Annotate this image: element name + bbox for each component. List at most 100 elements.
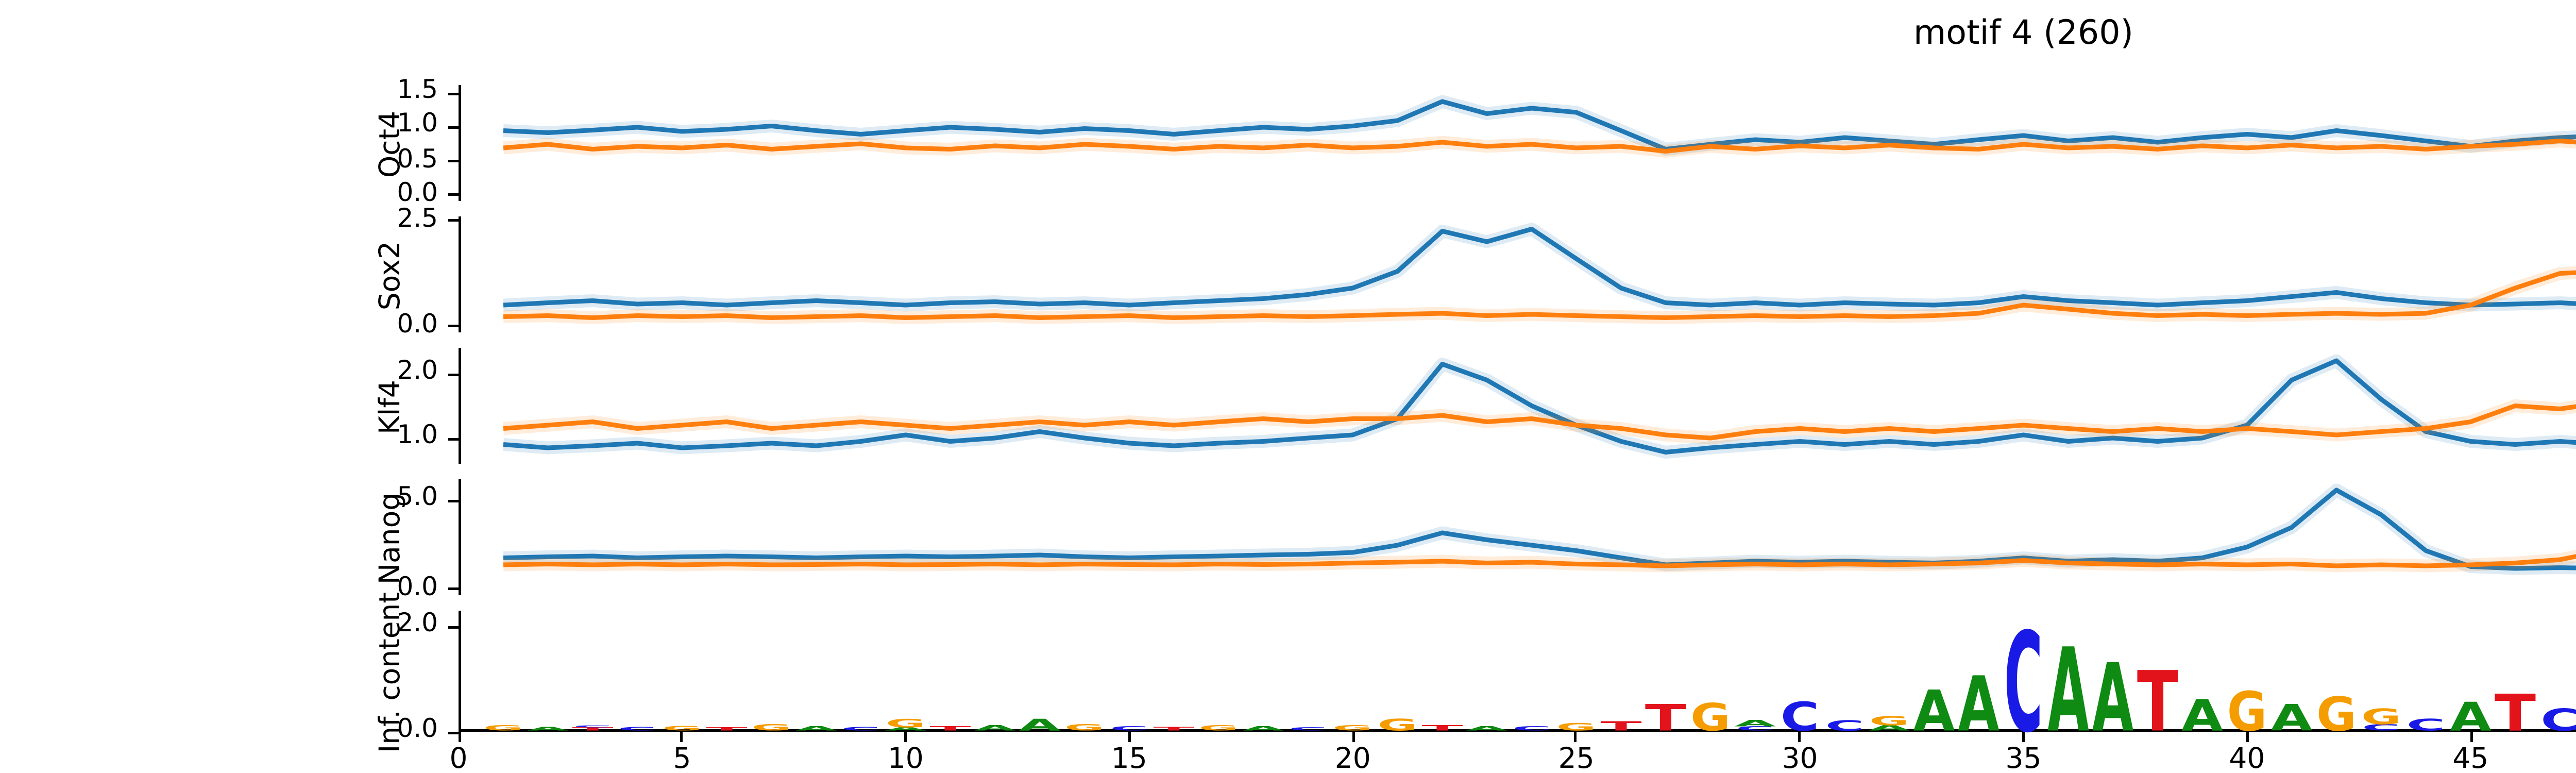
logo-letter-G-pos43: G xyxy=(2361,704,2401,730)
logo-letter-G-pos17: G xyxy=(1199,724,1239,732)
svg-text:G: G xyxy=(1333,724,1373,732)
logo-letter-C-pos15: C xyxy=(1110,725,1148,732)
y-tick-label: 0.5 xyxy=(397,146,438,175)
logo-letter-A-pos41: A xyxy=(2271,697,2313,739)
x-tick-mark xyxy=(1351,732,1354,742)
plot-area-nanog xyxy=(459,479,2576,595)
x-tick-mark xyxy=(2469,732,2472,742)
svg-text:T: T xyxy=(1153,726,1194,731)
x-tick-label: 40 xyxy=(2229,742,2265,773)
svg-text:G: G xyxy=(2361,704,2401,730)
logo-letter-A-pos34: A xyxy=(1958,661,1999,749)
svg-text:A: A xyxy=(2181,691,2223,741)
logo-letter-G-pos21: G xyxy=(1378,716,1418,734)
logo-letter-G-pos25: G xyxy=(1556,721,1597,733)
svg-text:A: A xyxy=(2092,643,2133,752)
logo-letter-G-pos1: G xyxy=(483,724,523,732)
y-tick-label: 5.0 xyxy=(397,485,438,514)
svg-text:G: G xyxy=(1064,722,1105,733)
logo-letter-A-pos18: A xyxy=(1243,725,1284,732)
plot-area-sox2 xyxy=(459,216,2576,332)
logo-letter-C-pos47: C xyxy=(2540,702,2576,738)
svg-text:A: A xyxy=(1019,716,1060,734)
logo-letter-T-pos26: T xyxy=(1600,718,1641,733)
svg-text:T: T xyxy=(2495,684,2536,743)
x-tick-label: 45 xyxy=(2452,742,2489,773)
x-tick-mark xyxy=(1128,732,1131,742)
x-tick-mark xyxy=(457,732,460,742)
svg-text:C: C xyxy=(841,726,880,731)
subplot-nanog: Nanog 0.0 5.0 xyxy=(0,479,2576,603)
logo-letter-C-pos44: C xyxy=(2406,716,2445,734)
logo-letter-T-pos27: T xyxy=(1645,697,1686,739)
logo-letter-A-pos29: A xyxy=(1735,718,1776,729)
svg-text:T: T xyxy=(1645,697,1686,739)
svg-text:C: C xyxy=(618,726,656,731)
y-tick-mark xyxy=(448,499,459,502)
logo-letter-A-pos39: A xyxy=(2181,691,2223,741)
svg-text:A: A xyxy=(2047,624,2089,758)
svg-text:G: G xyxy=(2316,687,2357,742)
confidence-band-sox2-blue xyxy=(503,223,2576,312)
logo-letter-C-pos43: C xyxy=(2362,722,2400,732)
logo-letter-T-pos3: T xyxy=(572,727,613,732)
logo-letter-G-pos14: G xyxy=(1064,722,1105,733)
logo-letter-G-pos10: G xyxy=(886,717,926,730)
x-tick-mark xyxy=(2022,732,2025,742)
chart-title: motif 4 (260) xyxy=(1913,15,2134,54)
y-tick-mark xyxy=(448,126,459,129)
logo-letter-A-pos2: A xyxy=(527,726,568,732)
logo-letter-G-pos5: G xyxy=(662,725,702,732)
y-tick-mark xyxy=(448,589,459,592)
logo-letter-T-pos11: T xyxy=(929,725,971,732)
logo-letter-G-pos32: G xyxy=(1869,713,1909,728)
logo-letter-T-pos16: T xyxy=(1153,726,1194,731)
x-tick-mark xyxy=(904,732,907,742)
logo-letter-G-pos7: G xyxy=(752,722,792,733)
logo-letter-A-pos10: A xyxy=(885,727,926,732)
logo-letter-A-pos33: A xyxy=(1913,679,1955,744)
x-tick-label: 25 xyxy=(1558,742,1595,773)
svg-text:T: T xyxy=(706,727,747,732)
y-tick-label: 1.5 xyxy=(397,77,438,106)
svg-text:G: G xyxy=(1378,716,1418,734)
y-tick-mark xyxy=(448,92,459,95)
subplot-oct4: Oct4 0.0 0.5 1.0 1.5 xyxy=(0,78,2576,208)
y-tick-mark xyxy=(448,730,459,733)
svg-text:A: A xyxy=(1735,718,1776,729)
y-tick-label: 1.0 xyxy=(397,423,438,451)
logo-letter-T-pos46: T xyxy=(2495,684,2536,743)
series-line-sox2-blue xyxy=(503,227,2576,308)
svg-text:T: T xyxy=(572,727,613,732)
logo-letter-A-pos23: A xyxy=(1466,725,1507,732)
x-tick-label: 5 xyxy=(673,742,691,773)
svg-text:A: A xyxy=(1913,679,1955,744)
logo-letter-C-pos19: C xyxy=(1289,727,1327,732)
logo-letter-C-pos24: C xyxy=(1512,725,1551,732)
logo-letter-T-pos38: T xyxy=(2137,654,2178,750)
svg-text:C: C xyxy=(1512,725,1551,732)
svg-text:T: T xyxy=(1600,718,1641,733)
y-tick-label: 0.0 xyxy=(397,310,438,339)
svg-text:C: C xyxy=(1289,727,1327,732)
svg-text:G: G xyxy=(1199,724,1239,732)
x-tick-mark xyxy=(2245,732,2248,742)
logo-letter-T-pos22: T xyxy=(1421,724,1463,732)
y-tick-mark xyxy=(448,625,459,628)
logo-letter-T-pos6: T xyxy=(706,727,747,732)
svg-text:A: A xyxy=(1869,724,1910,732)
y-tick-mark xyxy=(448,372,459,375)
x-tick-mark xyxy=(1575,732,1578,742)
svg-text:G: G xyxy=(1690,696,1731,739)
plot-area-inf-content: G A TC C G T G A C AG T A A G C T G A C G G T A C G T T G CA C C AG A A C A… xyxy=(459,603,2576,763)
svg-text:C: C xyxy=(573,725,612,728)
svg-text:G: G xyxy=(662,725,702,732)
svg-text:C: C xyxy=(2540,702,2576,738)
logo-letter-C-pos4: C xyxy=(618,726,656,731)
logo-letter-C-pos9: C xyxy=(841,726,880,731)
svg-text:G: G xyxy=(752,722,792,733)
svg-text:G: G xyxy=(886,717,926,730)
subplot-klf4: Klf4 1.0 2.0 xyxy=(0,348,2576,464)
series-line-sox2-orange xyxy=(503,270,2576,320)
